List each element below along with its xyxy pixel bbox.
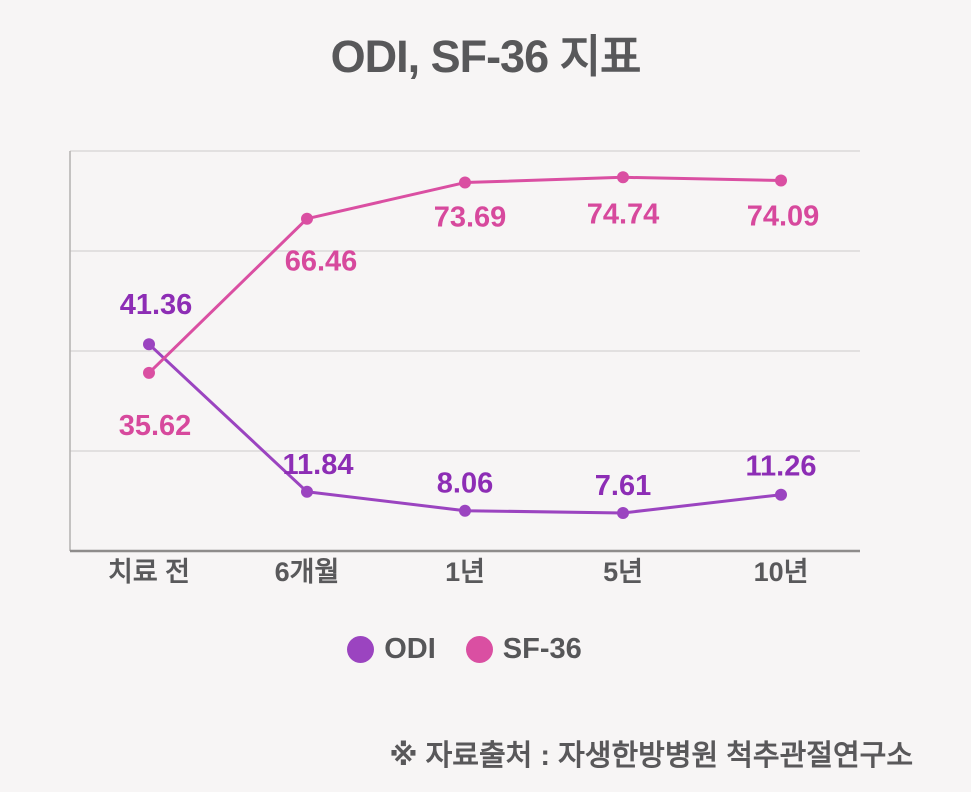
- data-point-odi: [775, 488, 787, 501]
- data-point-sf-36: [617, 171, 629, 184]
- data-label-odi: 41.36: [120, 289, 193, 321]
- data-label-odi: 11.84: [283, 449, 354, 481]
- data-label-odi: 7.61: [595, 470, 651, 502]
- data-point-sf-36: [459, 176, 471, 189]
- chart-svg: 41.36 11.84 8.06 7.61 11.26 35.62 66.46 73.69 74…: [69, 150, 860, 587]
- data-label-odi: 8.06: [437, 468, 493, 500]
- legend-item-odi: ODI: [347, 633, 436, 666]
- data-point-sf-36: [143, 366, 155, 379]
- data-point-sf-36: [775, 174, 787, 187]
- legend-swatch-sf36-icon: [465, 636, 493, 663]
- x-axis-label: 5년: [603, 557, 643, 587]
- chart-title: ODI, SF-36 지표: [330, 31, 642, 82]
- data-point-odi: [617, 506, 629, 519]
- data-label-sf-36: 73.69: [434, 202, 507, 234]
- legend-item-sf36: SF-36: [465, 633, 582, 666]
- data-label-odi: 11.26: [746, 451, 817, 483]
- data-point-odi: [459, 504, 471, 517]
- legend-swatch-odi-icon: [347, 636, 375, 663]
- x-axis-label: 1년: [445, 557, 485, 587]
- legend-label-sf36: SF-36: [502, 633, 582, 665]
- data-point-odi: [301, 485, 313, 498]
- data-label-sf-36: 74.09: [747, 201, 820, 233]
- x-axis-label: 치료 전: [108, 557, 190, 587]
- x-axis-label: 10년: [754, 557, 809, 587]
- source-note: ※ 자료출처 : 자생한방병원 척추관절연구소: [389, 740, 913, 772]
- data-label-sf-36: 74.74: [587, 198, 660, 230]
- data-point-sf-36: [301, 212, 313, 225]
- data-label-sf-36: 66.46: [285, 246, 358, 278]
- x-axis-label: 6개월: [275, 557, 340, 587]
- data-point-odi: [143, 338, 155, 351]
- legend: ODI SF-36: [0, 633, 971, 666]
- legend-label-odi: ODI: [384, 633, 436, 665]
- data-label-sf-36: 35.62: [119, 410, 192, 442]
